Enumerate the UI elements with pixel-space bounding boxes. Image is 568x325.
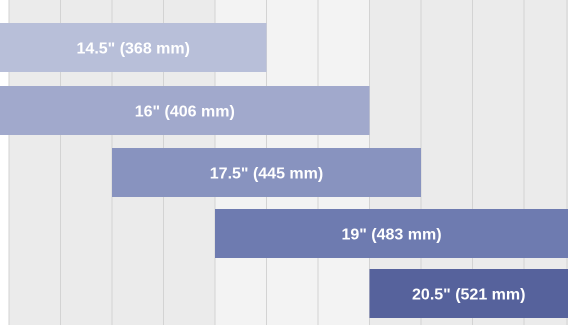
bar-group: 19" (483 mm): [215, 209, 568, 258]
bar-label: 14.5" (368 mm): [77, 41, 190, 58]
bar: [369, 269, 568, 318]
bar: [112, 148, 421, 197]
bar: [215, 209, 568, 258]
bar-label: 20.5" (521 mm): [412, 287, 525, 304]
bar-group: 14.5" (368 mm): [0, 23, 267, 72]
bar: [0, 86, 370, 135]
bar: [0, 23, 267, 72]
bar-label: 16" (406 mm): [135, 104, 235, 121]
bar-label: 19" (483 mm): [341, 227, 441, 244]
bar-group: 17.5" (445 mm): [112, 148, 421, 197]
bars: 14.5" (368 mm) 16" (406 mm) 17.5" (445 mm)…: [0, 23, 568, 318]
bar-group: 16" (406 mm): [0, 86, 370, 135]
bar-group: 20.5" (521 mm): [369, 269, 568, 318]
bar-label: 17.5" (445 mm): [210, 166, 323, 183]
